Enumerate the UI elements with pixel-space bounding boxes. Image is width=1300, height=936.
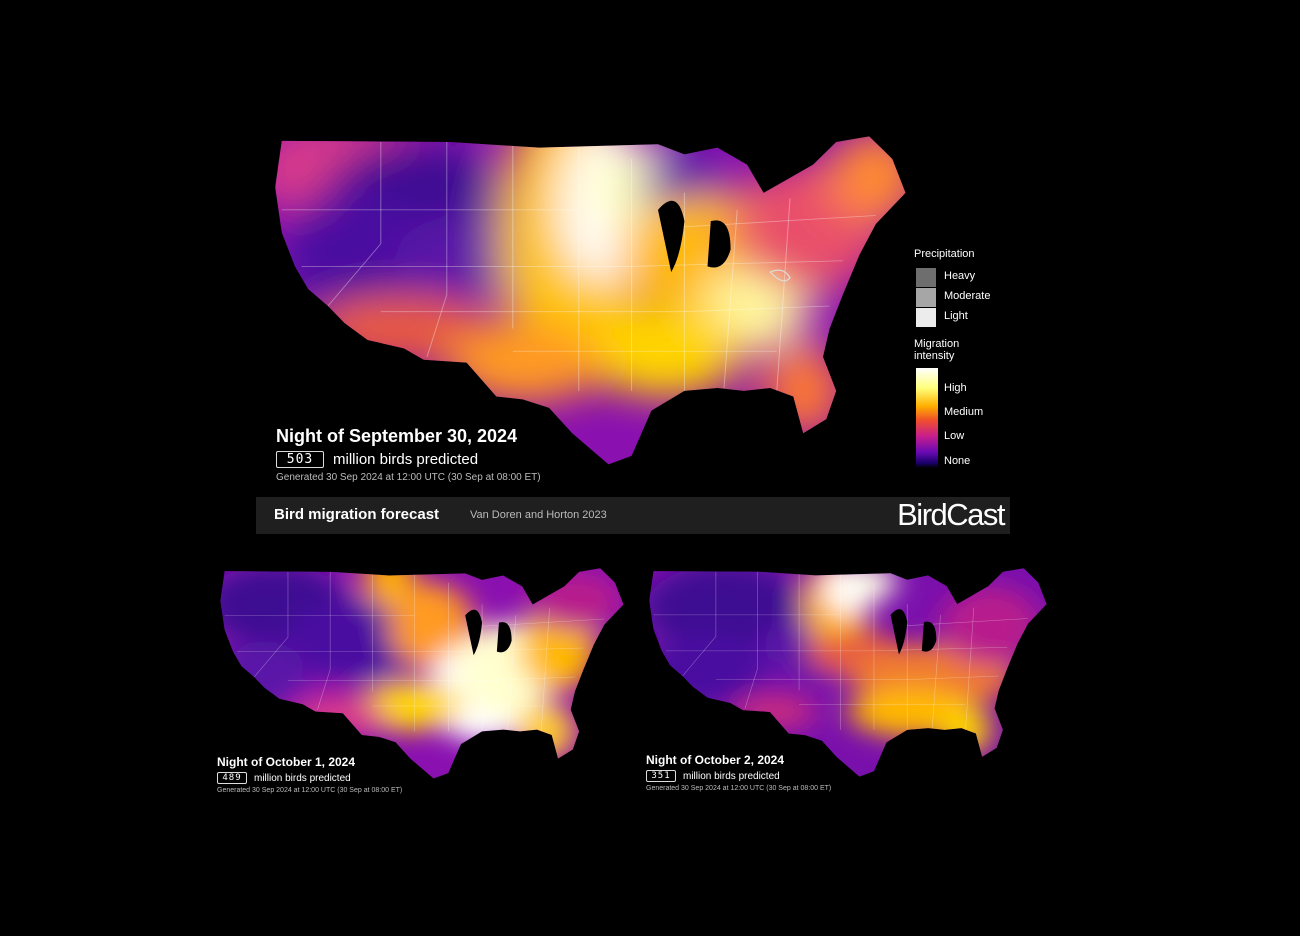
legend-moderate: Moderate (914, 286, 1024, 307)
generated-time: Generated 30 Sep 2024 at 12:00 UTC (30 S… (646, 785, 832, 792)
level-medium: Medium (944, 406, 984, 418)
birds-count: 351 (646, 770, 676, 782)
level-low: Low (944, 430, 965, 442)
birdcast-logo: BirdCast (897, 497, 1005, 532)
night-title: Night of September 30, 2024 (276, 426, 518, 446)
footer-bar: Bird migration forecast Van Doren and Ho… (256, 497, 1010, 534)
birds-count: 489 (217, 772, 247, 784)
map-october-1 (212, 561, 634, 793)
citation: Van Doren and Horton 2023 (470, 509, 607, 521)
count-unit: million birds predicted (683, 770, 780, 782)
generated-time: Generated 30 Sep 2024 at 12:00 UTC (30 S… (276, 472, 541, 483)
generated-time: Generated 30 Sep 2024 at 12:00 UTC (30 S… (217, 787, 403, 794)
precipitation-title: Precipitation (914, 248, 975, 260)
heavy-label: Heavy (944, 270, 976, 282)
map2-label: Night of October 1, 2024 489 million bir… (217, 755, 402, 794)
count-unit: million birds predicted (333, 451, 479, 468)
moderate-swatch (916, 288, 936, 307)
level-high: High (944, 382, 967, 394)
forecast-title: Bird migration forecast (274, 506, 440, 523)
map-september-30 (262, 125, 922, 487)
legend-light: Light (914, 306, 1024, 327)
legend: Precipitation Heavy Moderate Light Migra… (914, 248, 1024, 470)
migration-title-1: Migration (914, 338, 960, 350)
intensity-ramp (916, 368, 938, 468)
map-october-2 (641, 561, 1057, 791)
count-unit: million birds predicted (254, 772, 351, 784)
map3-label: Night of October 2, 2024 351 million bir… (646, 753, 831, 792)
migration-title-2: intensity (914, 350, 955, 362)
night-title: Night of October 1, 2024 (217, 755, 356, 769)
legend-heavy: Heavy (914, 266, 1024, 287)
count-row: 351 million birds predicted (646, 770, 831, 782)
level-none: None (944, 455, 971, 467)
light-swatch (916, 308, 936, 327)
count-row: 503 million birds predicted (276, 451, 541, 468)
birds-count: 503 (276, 451, 324, 468)
night-title: Night of October 2, 2024 (646, 753, 785, 767)
count-row: 489 million birds predicted (217, 772, 402, 784)
light-label: Light (944, 310, 968, 322)
heavy-swatch (916, 268, 936, 287)
moderate-label: Moderate (944, 290, 991, 302)
map1-label: Night of September 30, 2024 503 million … (276, 426, 541, 483)
